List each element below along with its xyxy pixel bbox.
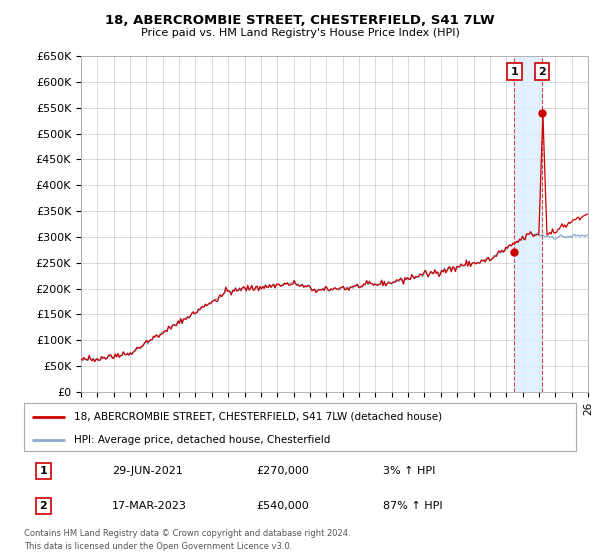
Text: 87% ↑ HPI: 87% ↑ HPI bbox=[383, 501, 442, 511]
Text: 18, ABERCROMBIE STREET, CHESTERFIELD, S41 7LW (detached house): 18, ABERCROMBIE STREET, CHESTERFIELD, S4… bbox=[74, 412, 442, 422]
Text: 1: 1 bbox=[40, 466, 47, 476]
Text: £540,000: £540,000 bbox=[256, 501, 308, 511]
Text: Price paid vs. HM Land Registry's House Price Index (HPI): Price paid vs. HM Land Registry's House … bbox=[140, 28, 460, 38]
Text: 17-MAR-2023: 17-MAR-2023 bbox=[112, 501, 187, 511]
Text: 2: 2 bbox=[40, 501, 47, 511]
Text: £270,000: £270,000 bbox=[256, 466, 309, 476]
Text: HPI: Average price, detached house, Chesterfield: HPI: Average price, detached house, Ches… bbox=[74, 435, 330, 445]
Text: Contains HM Land Registry data © Crown copyright and database right 2024.: Contains HM Land Registry data © Crown c… bbox=[24, 529, 350, 538]
Text: 3% ↑ HPI: 3% ↑ HPI bbox=[383, 466, 435, 476]
Text: 18, ABERCROMBIE STREET, CHESTERFIELD, S41 7LW: 18, ABERCROMBIE STREET, CHESTERFIELD, S4… bbox=[105, 14, 495, 27]
Text: 1: 1 bbox=[511, 67, 518, 77]
Text: 2: 2 bbox=[538, 67, 546, 77]
Text: This data is licensed under the Open Government Licence v3.0.: This data is licensed under the Open Gov… bbox=[24, 542, 292, 550]
Bar bbox=[514, 56, 542, 392]
Text: 29-JUN-2021: 29-JUN-2021 bbox=[112, 466, 183, 476]
